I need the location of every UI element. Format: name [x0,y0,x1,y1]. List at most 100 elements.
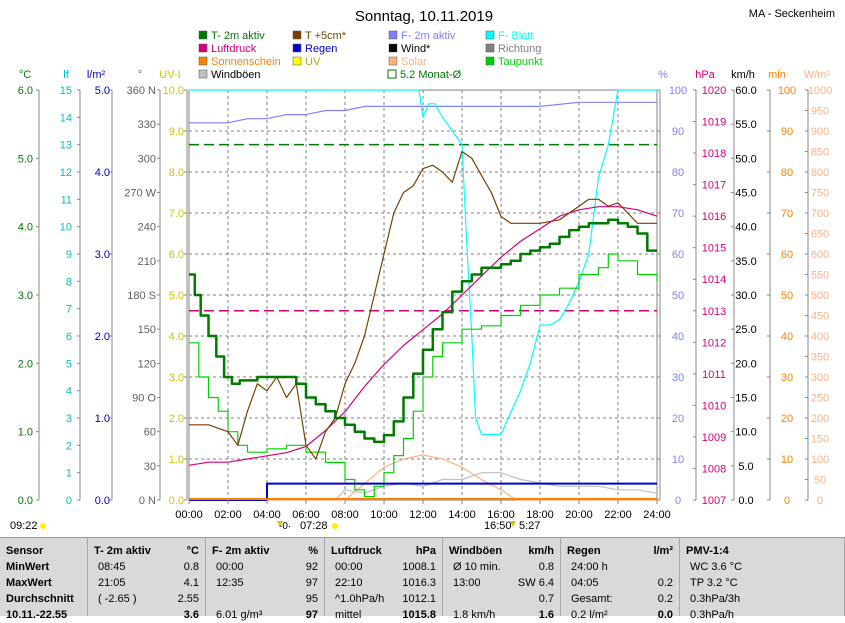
sun-times: 09:22 -0· 07:28 16:50 5:27 [10,520,540,532]
axis-label-leaf: 12 [60,167,72,179]
table-header: 0.0 [657,609,673,621]
table-cell: 0.3hPa/h [690,609,735,621]
axis-label-wind: 45.0 [735,188,756,200]
axis-label-leaf: 5 [66,358,72,370]
sunset-marker [510,521,516,527]
table-column: Sensor MinWert MaxWert Durchschnitt 10.11.-2… [0,538,88,621]
table-cell: 0.2 [657,593,673,605]
axis-label-wind: 10.0 [735,427,756,439]
table-cell: 22:10 [335,577,363,589]
table-header: Sensor [6,545,44,557]
axis-unit-press: hPa [695,69,715,81]
axis-label-min: 80 [781,167,793,179]
axis-label-solar: 800 [811,167,829,179]
axis-label-min: 20 [781,413,793,425]
sunrise-mark: 07:28 [300,520,328,532]
table-column: Regen l/m² 24:00 h 04:05 Gesamt: 0.2 l/m² 0.2 0… [561,538,680,621]
x-tick-label: 16:00 [487,509,515,521]
legend-swatch [198,43,208,53]
legend-item: Richtung [485,43,541,55]
axis-unit-dir: ° [138,69,142,81]
axis-label-min: 0 [784,495,790,507]
axis-label-solar: 0 [817,495,823,507]
legend-label: F- Blatt [498,30,533,42]
table-header: 1015.8 [402,609,436,621]
axis-label-temp: 0.0 [18,495,33,507]
legend-item: 5.2 Monat-Ø [387,69,462,81]
legend-item: T +5cm* [292,30,347,42]
axis-label-wind: 20.0 [735,358,756,370]
axis-label-solar: 350 [811,352,829,364]
table-header: Windböen [449,545,503,557]
axis-label-leaf: 2 [66,440,72,452]
axis-label-dir: 330 [138,119,156,131]
axis-label-hum: 100 [669,85,687,97]
axis-label-solar: 150 [811,434,829,446]
legend-swatch [388,56,398,66]
series-f-2m-aktiv [189,101,657,124]
axis-label-rain: 0.0 [95,495,110,507]
axis-label-hum: 90 [672,126,684,138]
axis-label-wind: 60.0 [735,85,756,97]
legend-swatch [485,30,495,40]
stats-table: Sensor MinWert MaxWert Durchschnitt 10.11.-2… [0,537,845,621]
axis-label-solar: 200 [811,413,829,425]
table-cell: 4.1 [183,577,199,589]
table-cell: 2.55 [177,593,199,605]
axis-label-solar: 450 [811,311,829,323]
x-tick-label: 22:00 [604,509,632,521]
series-taupunkt [189,253,658,498]
axis-label-press: 1011 [702,369,726,381]
axis-label-leaf: 15 [60,85,72,97]
x-tick-label: 14:00 [448,509,476,521]
table-cell: 00:00 [216,561,244,573]
legend-label: Sonnenschein [211,56,281,68]
axis-label-rain: 2.0 [95,331,110,343]
axis-label-hum: 30 [672,372,684,384]
table-cell: Gesamt: [571,593,613,605]
table-header: 97 [305,609,318,621]
sunset-mark: 16:50 [484,520,512,532]
axis-label-min: 10 [781,454,793,466]
table-column: PMV-1:4 WC 3.6 °C TP 3.2 °C 0.3hPa/3h 0.3hPa… [680,538,845,621]
legend-label: Regen [305,43,337,55]
legend-swatch [485,56,495,66]
legend-label: T +5cm* [305,30,347,42]
x-tick-label: 08:00 [331,509,359,521]
table-header: Durchschnitt [6,593,74,605]
legend-swatch [198,30,208,40]
axis-label-wind: 25.0 [735,324,756,336]
axis-label-hum: 80 [672,167,684,179]
axis-label-dir: 150 [138,324,156,336]
x-tick-label: 04:00 [253,509,281,521]
axis-unit-rain: l/m² [87,69,106,81]
axis-label-dir: 0 N [139,495,156,507]
axis-label-wind: 5.0 [738,461,753,473]
axis-unit-wind: km/h [731,69,755,81]
x-tick-label: 06:00 [292,509,320,521]
axis-label-press: 1014 [702,274,726,286]
table-cell: 24:00 h [571,561,608,573]
table-cell: 97 [305,577,318,589]
legend-label: UV [305,56,321,68]
table-cell: mittel [335,609,362,621]
axis-label-press: 1009 [702,432,726,444]
table-cell: 95 [305,593,318,605]
sunrise-dash: -0· [279,521,291,532]
table-cell: 92 [305,561,318,573]
axis-label-rain: 1.0 [95,413,110,425]
table-header: hPa [415,545,436,557]
legend-label: T- 2m aktiv [211,30,265,42]
table-cell: ^1.0hPa/h [335,593,385,605]
legend-item: Windböen [198,69,261,81]
axis-label-press: 1015 [702,243,726,255]
axis-label-uv: 5.0 [169,290,184,302]
axis-label-press: 1013 [702,306,726,318]
table-column: T- 2m aktiv °C 08:45 21:05 ( -2.65 ) 0.8 4.1 2.… [88,538,206,621]
axis-label-solar: 400 [811,331,829,343]
table-cell: 21:05 [98,577,126,589]
axis-label-hum: 60 [672,249,684,261]
axis-label-uv: 8.0 [169,167,184,179]
axis-label-wind: 30.0 [735,290,756,302]
axis-label-leaf: 1 [66,468,72,480]
